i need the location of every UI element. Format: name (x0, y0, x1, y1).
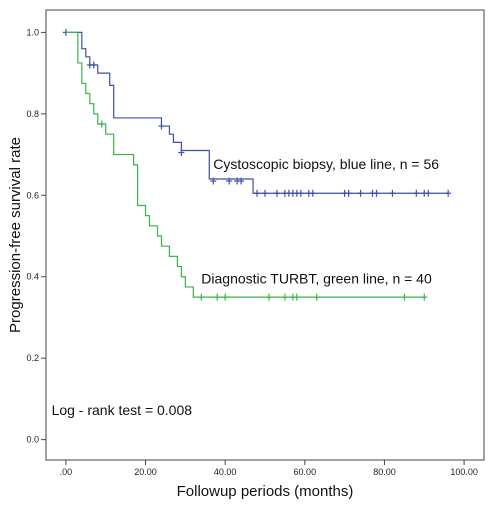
y-tick-label: 0.4 (26, 272, 39, 282)
censor-mark (226, 177, 233, 185)
censor-mark (98, 120, 105, 128)
y-tick-label: 0.0 (26, 435, 39, 445)
x-tick-label: .00 (60, 467, 73, 477)
annotation-1: Cystoscopic biopsy, blue line, n = 56 (213, 156, 439, 172)
axis-ticks: .00 20.00 40.00 60.00 80.00 100.00 0.0 0.2 0.4 0.… (26, 27, 477, 477)
censor-mark (281, 293, 288, 301)
y-tick-label: 0.2 (26, 353, 39, 363)
km-curve-2 (65, 31, 425, 298)
censor-mark (273, 189, 280, 197)
censor-mark (421, 293, 428, 301)
censor-mark (373, 189, 380, 197)
y-tick-label: 1.0 (26, 27, 39, 37)
censor-mark (254, 189, 261, 197)
series-group (62, 28, 452, 301)
x-tick-label: 60.00 (294, 467, 317, 477)
x-tick-label: 80.00 (373, 467, 396, 477)
censor-mark (401, 293, 408, 301)
censor-mark (445, 189, 452, 197)
km-curve-1 (65, 31, 449, 194)
annotations: Cystoscopic biopsy, blue line, n = 56 Dia… (52, 156, 440, 418)
censor-mark (357, 189, 364, 197)
censor-mark (262, 189, 268, 197)
censor-mark (214, 293, 221, 301)
annotation-2: Diagnostic TURBT, green line, n = 40 (201, 271, 432, 287)
censor-mark (425, 189, 432, 197)
plot-area (45, 9, 485, 461)
censor-mark (265, 293, 272, 301)
x-axis-title: Followup periods (months) (177, 483, 354, 500)
censor-mark (238, 177, 245, 185)
censor-mark (293, 293, 300, 301)
x-tick-label: 40.00 (214, 467, 237, 477)
censor-mark (178, 149, 185, 157)
censor-mark (313, 293, 320, 301)
x-tick-label: 100.00 (450, 467, 478, 477)
censor-mark (413, 189, 420, 197)
y-tick-label: 0.6 (26, 190, 39, 200)
censor-mark (297, 189, 304, 197)
censor-mark (222, 293, 229, 301)
censor-mark (210, 177, 217, 185)
y-axis-title: Progression-free survival rate (7, 137, 24, 333)
censor-mark (90, 61, 97, 69)
censor-mark (345, 189, 352, 197)
censor-mark (198, 293, 205, 301)
censor-mark (309, 189, 316, 197)
y-tick-label: 0.8 (26, 109, 39, 119)
censor-mark (158, 122, 165, 130)
x-tick-label: 20.00 (134, 467, 157, 477)
censor-mark (389, 189, 396, 197)
annotation-3: Log - rank test = 0.008 (52, 402, 193, 418)
